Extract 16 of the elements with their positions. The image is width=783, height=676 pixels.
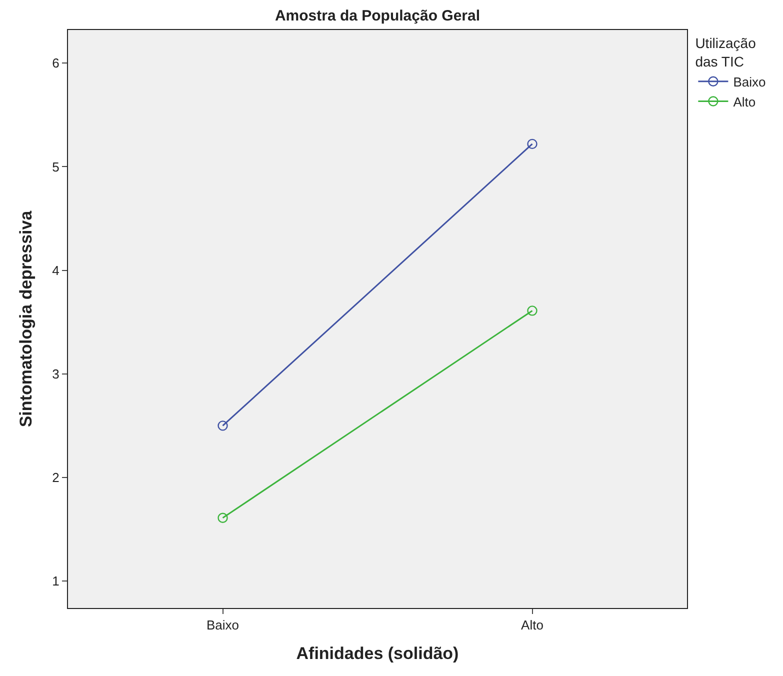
x-axis-title: Afinidades (solidão)	[296, 644, 459, 663]
legend-label: Alto	[733, 94, 756, 110]
point	[218, 420, 228, 431]
chart-title: Amostra da População Geral	[274, 8, 480, 25]
y-tick-label: 1	[52, 574, 60, 589]
point	[527, 306, 538, 316]
y-tick-label: 2	[52, 470, 60, 486]
legend-title: Utilização das TIC	[695, 35, 756, 70]
point	[218, 512, 228, 523]
y-tick-label: 4	[52, 262, 60, 278]
y-tick-label: 5	[52, 159, 60, 174]
y-axis-title: Sintomatologia depressiva	[16, 210, 36, 428]
point	[527, 138, 538, 150]
y-tick-label: 6	[52, 56, 60, 71]
legend-label: Baixo	[733, 74, 766, 90]
y-tick-label: 3	[52, 366, 60, 382]
